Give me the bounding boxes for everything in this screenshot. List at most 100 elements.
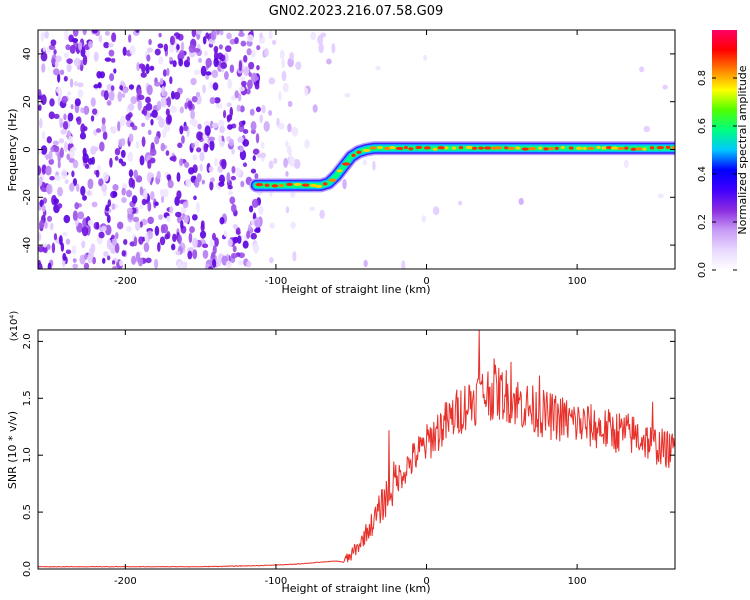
spectrogram-cell bbox=[423, 54, 428, 61]
spectrogram-cell bbox=[205, 71, 212, 76]
spectrogram-cell bbox=[74, 202, 80, 210]
spectrogram-cell bbox=[154, 201, 159, 207]
spectrogram-cell bbox=[137, 100, 142, 111]
ridge-hotspot bbox=[630, 147, 637, 151]
spectrogram-cell bbox=[180, 41, 185, 52]
ridge-hotspot bbox=[278, 183, 284, 188]
spectrogram-cell bbox=[195, 201, 200, 213]
spectrogram-cell bbox=[169, 35, 175, 46]
spectrogram-cell bbox=[192, 237, 198, 249]
spectrogram-cell bbox=[224, 45, 232, 53]
spectrogram-cell bbox=[98, 231, 105, 239]
spectrogram-cell bbox=[202, 249, 209, 259]
spectrogram-cell bbox=[42, 46, 47, 52]
spectrogram-cell bbox=[157, 242, 161, 252]
spectrogram-cell bbox=[38, 232, 42, 242]
spectrogram-cell bbox=[304, 139, 310, 149]
spectrogram-cell bbox=[240, 40, 247, 47]
spectrogram-cell bbox=[107, 255, 111, 261]
spectrogram-cell bbox=[87, 219, 94, 227]
spectrogram-cell bbox=[66, 153, 71, 160]
spectrogram-cell bbox=[224, 71, 229, 80]
spectrogram-cell bbox=[241, 120, 246, 125]
spectrogram-cell bbox=[75, 183, 80, 193]
spectrogram-cell bbox=[202, 36, 207, 45]
spectrogram-cell bbox=[215, 102, 220, 108]
spectrogram-cell bbox=[38, 245, 44, 253]
spectrogram-cell bbox=[657, 193, 665, 199]
spectrogram-cell bbox=[62, 252, 67, 261]
spectrogram-cell bbox=[147, 129, 152, 136]
spectrogram-cell bbox=[180, 220, 184, 230]
spectrogram-cell bbox=[248, 224, 252, 231]
spectrogram-cell bbox=[91, 156, 96, 165]
spectrogram-cell bbox=[165, 150, 170, 156]
spectrogram-cell bbox=[41, 187, 48, 193]
spectrogram-cell bbox=[148, 38, 152, 46]
spectrogram-cell bbox=[268, 30, 273, 40]
spectrogram-cell bbox=[66, 58, 73, 64]
spectrogram-cell bbox=[246, 48, 252, 56]
spectrogram-cell bbox=[76, 116, 82, 125]
spectrogram-cell bbox=[45, 165, 52, 176]
snr-y-label: SNR (10 * v/v) bbox=[6, 411, 19, 489]
spectrogram-cell bbox=[271, 39, 277, 45]
spectrogram-cell bbox=[281, 70, 287, 82]
spectrogram-cell bbox=[204, 125, 211, 136]
spectrogram-cell bbox=[175, 250, 181, 256]
ridge-hotspot bbox=[582, 146, 587, 151]
spectrogram-cell bbox=[66, 63, 72, 73]
spectrogram-cell bbox=[64, 141, 68, 153]
spectrogram-cell bbox=[40, 31, 45, 42]
y-tick-label: 1.0 bbox=[22, 447, 33, 463]
spectrogram-cell bbox=[82, 195, 87, 201]
spectrogram-cell bbox=[205, 74, 210, 80]
spectrogram-cell bbox=[227, 78, 233, 90]
spectrogram-cell bbox=[83, 262, 90, 269]
spectrogram-cell bbox=[290, 221, 296, 229]
spectrogram-cell bbox=[57, 160, 61, 169]
colorbar-ticks: 0.0 0.2 0.4 0.6 0.8 bbox=[697, 70, 737, 278]
spectrogram-cell bbox=[150, 118, 154, 126]
spectrogram-cell bbox=[240, 180, 245, 188]
x-tick-label: -100 bbox=[265, 276, 288, 287]
spectrogram-cell bbox=[208, 266, 214, 269]
spectrogram-cell bbox=[639, 66, 645, 73]
y-tick-label: 1.5 bbox=[22, 390, 33, 406]
spectrogram-cell bbox=[102, 171, 109, 182]
spectrogram-cell bbox=[176, 44, 180, 51]
spectrogram-cell bbox=[197, 123, 202, 130]
spectrogram-cell bbox=[138, 236, 144, 245]
spectrogram-cell bbox=[166, 67, 170, 77]
spectrogram-cell bbox=[111, 234, 115, 240]
ridge-hotspot bbox=[336, 169, 343, 173]
spectrogram-cell bbox=[49, 222, 54, 231]
spectrogram-cell bbox=[230, 252, 238, 259]
spectrogram-cell bbox=[178, 58, 184, 67]
ridge-hotspot bbox=[376, 146, 383, 150]
spectrogram-cell bbox=[160, 195, 165, 204]
spectrogram-cell bbox=[208, 166, 214, 173]
spectrogram-cell bbox=[87, 178, 94, 190]
spectrogram-cell bbox=[242, 240, 249, 249]
spectrogram-cell bbox=[41, 130, 46, 140]
spectrogram-cell bbox=[250, 129, 256, 135]
spectrogram-cell bbox=[68, 135, 73, 144]
spectrogram-cell bbox=[147, 201, 152, 212]
spectrogram-cell bbox=[175, 211, 182, 218]
x-tick-label: 0 bbox=[423, 576, 429, 587]
spectrogram-cell bbox=[291, 126, 299, 137]
spectrogram-cell bbox=[112, 184, 119, 191]
spectrogram-cell bbox=[214, 258, 222, 267]
spectrogram-cell bbox=[40, 51, 48, 62]
spectrogram-cell bbox=[518, 197, 524, 206]
spectrogram-cell bbox=[304, 87, 309, 97]
spectrogram-cell bbox=[105, 204, 110, 212]
spectrogram-cell bbox=[63, 113, 67, 121]
y-tick-label: -20 bbox=[22, 189, 33, 205]
spectrogram-cell bbox=[90, 115, 95, 122]
spectrogram-cell bbox=[226, 32, 232, 40]
spectrogram-cell bbox=[154, 258, 159, 269]
spectrogram-cell bbox=[77, 89, 84, 99]
x-tick-label: -100 bbox=[265, 576, 288, 587]
